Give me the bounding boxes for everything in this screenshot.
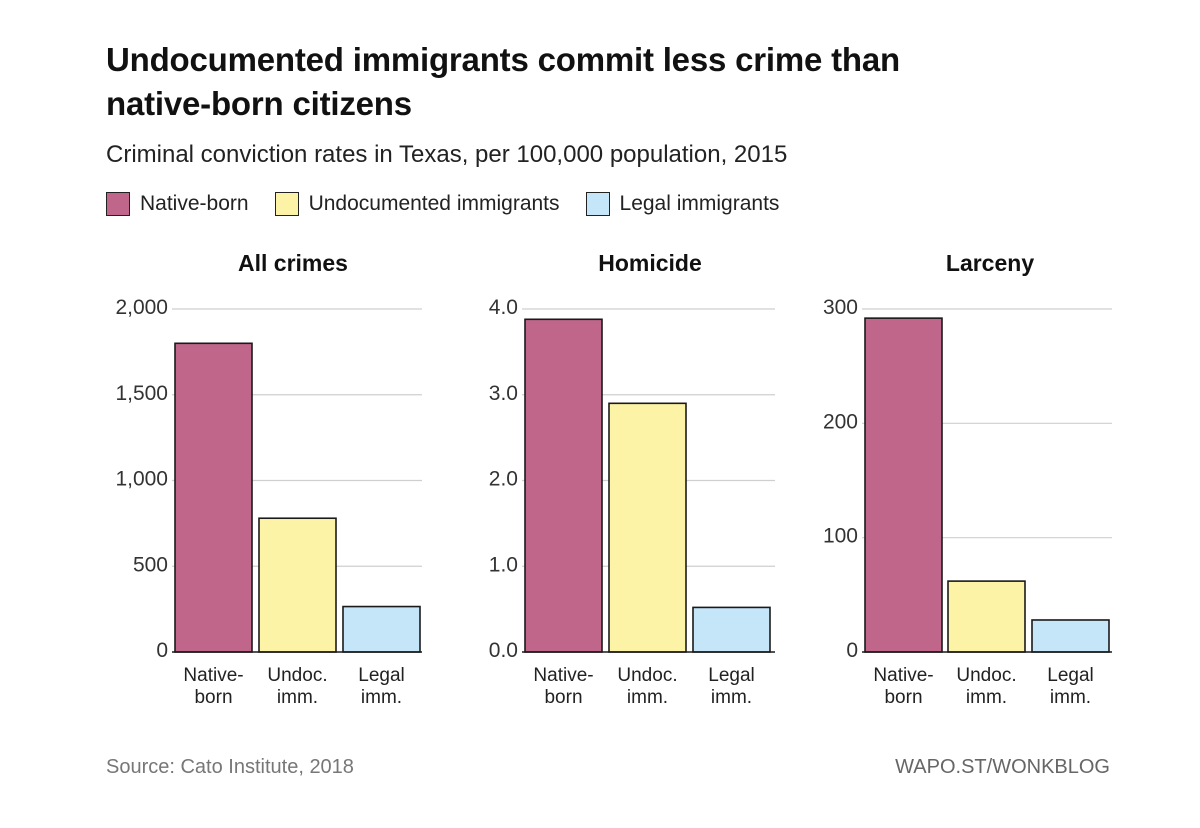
homicide-x-tick-label: Legal xyxy=(708,665,755,686)
homicide-y-tick-label: 2.0 xyxy=(489,468,518,491)
legend-swatch-native-born xyxy=(106,192,130,216)
panel-title-larceny: Larceny xyxy=(945,250,1035,276)
homicide-x-tick-label: imm. xyxy=(711,687,752,708)
larceny-y-tick-label: 0 xyxy=(846,639,858,662)
larceny-y-tick-label: 300 xyxy=(823,296,858,319)
homicide-y-tick-label: 1.0 xyxy=(489,553,518,576)
larceny-x-tick-label: imm. xyxy=(1050,687,1091,708)
homicide-x-tick-label: born xyxy=(544,687,582,708)
all-crimes-y-tick-label: 1,000 xyxy=(115,468,168,491)
all-crimes-x-tick-label: imm. xyxy=(361,687,402,708)
larceny-x-tick-label: Legal xyxy=(1047,665,1094,686)
homicide-x-tick-label: Undoc. xyxy=(617,665,677,686)
all-crimes-bar-1 xyxy=(258,517,337,653)
legend-item-native-born: Native-born xyxy=(106,192,249,216)
panel-title-homicide: Homicide xyxy=(598,250,702,276)
homicide-x-tick-label: Native- xyxy=(533,665,593,686)
legend-swatch-undocumented xyxy=(274,192,299,216)
all-crimes-y-tick-label: 0 xyxy=(156,639,168,662)
larceny-bar-1 xyxy=(947,580,1026,653)
all-crimes-y-tick-label: 500 xyxy=(133,553,168,576)
legend-item-legal: Legal immigrants xyxy=(585,192,780,216)
all-crimes-x-tick-label: Legal xyxy=(358,665,405,686)
larceny-y-tick-label: 100 xyxy=(823,525,858,548)
homicide-y-tick-label: 0.0 xyxy=(489,639,518,662)
legend-item-undocumented: Undocumented immigrants xyxy=(274,192,560,216)
all-crimes-y-tick-label: 1,500 xyxy=(115,382,168,405)
all-crimes-x-tick-label: Undoc. xyxy=(267,665,327,686)
larceny-bar-0 xyxy=(864,317,943,653)
legend-label: Undocumented immigrants xyxy=(308,192,560,215)
all-crimes-x-tick-label: born xyxy=(194,687,232,708)
homicide-x-tick-label: imm. xyxy=(627,687,668,708)
larceny-bar-2 xyxy=(1031,619,1110,653)
larceny-x-tick-label: Native- xyxy=(873,665,933,686)
homicide-bar-1 xyxy=(608,402,687,653)
homicide-y-tick-label: 4.0 xyxy=(489,296,518,319)
legend-label: Legal immigrants xyxy=(619,192,780,215)
source-note: Source: Cato Institute, 2018 xyxy=(106,756,354,778)
larceny-x-tick-label: imm. xyxy=(966,687,1007,708)
chart-title: Undocumented immigrants commit less crim… xyxy=(106,41,900,122)
larceny-x-tick-label: born xyxy=(884,687,922,708)
homicide-y-tick-label: 3.0 xyxy=(489,382,518,405)
chart-subtitle: Criminal conviction rates in Texas, per … xyxy=(106,141,788,168)
legend-label: Native-born xyxy=(140,192,249,215)
all-crimes-bar-0 xyxy=(174,342,253,653)
panel-title-all-crimes: All crimes xyxy=(238,250,348,276)
legend-swatch-legal xyxy=(585,192,610,216)
legend: Native-born Undocumented immigrants Lega… xyxy=(106,188,805,220)
all-crimes-x-tick-label: Native- xyxy=(183,665,243,686)
all-crimes-x-tick-label: imm. xyxy=(277,687,318,708)
all-crimes-bar-2 xyxy=(342,605,421,653)
credit-note: WAPO.ST/WONKBLOG xyxy=(895,756,1110,778)
homicide-bar-0 xyxy=(524,318,603,653)
larceny-x-tick-label: Undoc. xyxy=(956,665,1016,686)
all-crimes-y-tick-label: 2,000 xyxy=(115,296,168,319)
homicide-bar-2 xyxy=(692,606,771,653)
larceny-y-tick-label: 200 xyxy=(823,410,858,433)
